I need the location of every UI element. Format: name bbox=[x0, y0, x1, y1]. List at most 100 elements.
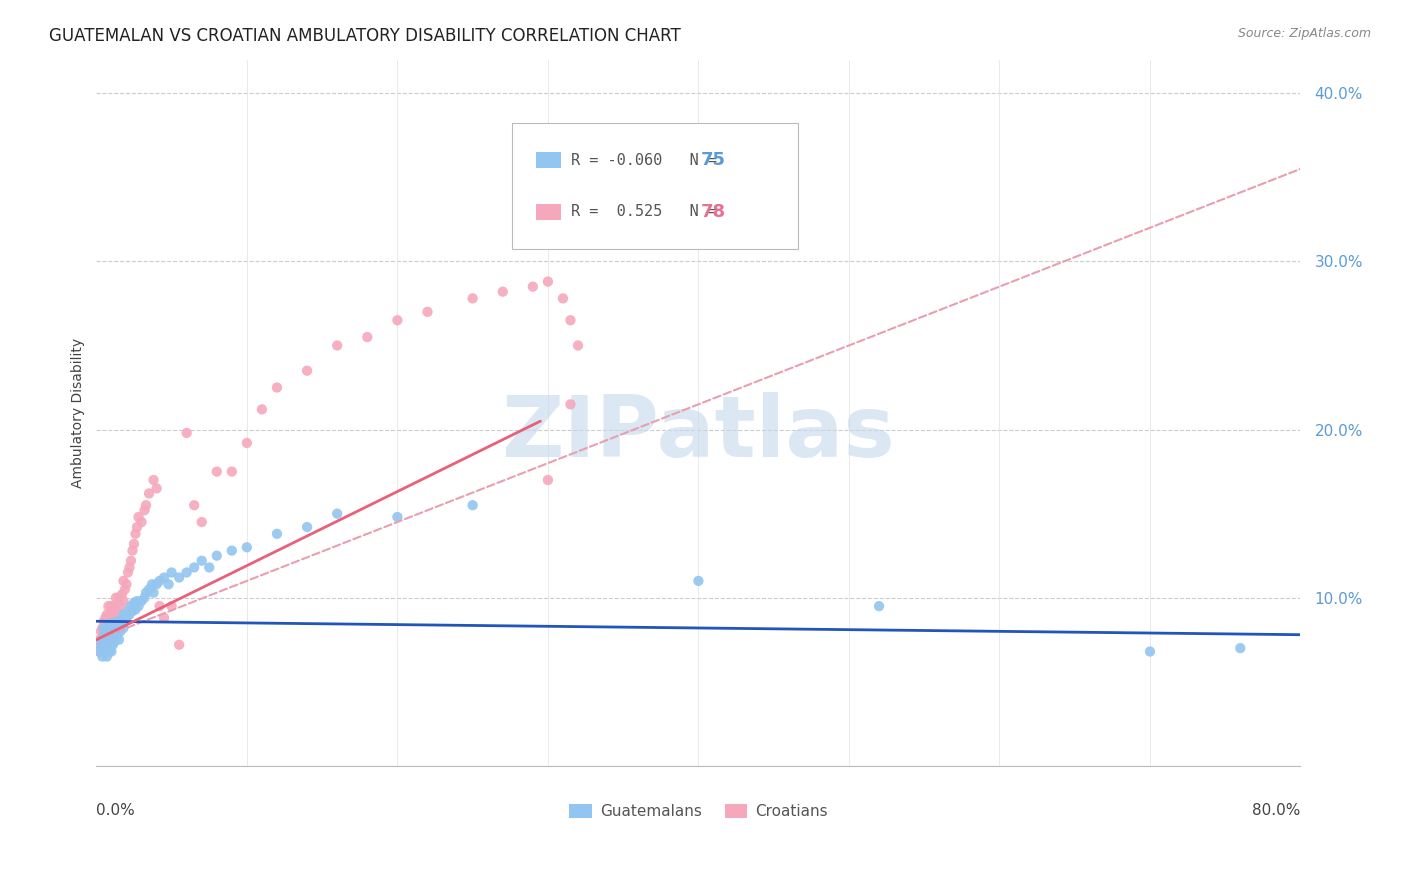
Point bbox=[93, 641, 115, 656]
Point bbox=[100, 599, 122, 614]
Point bbox=[108, 632, 131, 647]
Point bbox=[98, 607, 121, 622]
Point bbox=[101, 638, 124, 652]
Point bbox=[104, 607, 127, 622]
Point bbox=[97, 634, 120, 648]
Point bbox=[112, 594, 135, 608]
Point bbox=[108, 591, 131, 605]
Point bbox=[110, 624, 132, 639]
Point bbox=[121, 543, 143, 558]
Point bbox=[104, 619, 127, 633]
Point bbox=[93, 621, 115, 635]
Point bbox=[110, 599, 132, 614]
Point bbox=[89, 644, 111, 658]
Text: R =  0.525   N =: R = 0.525 N = bbox=[571, 204, 725, 219]
Point bbox=[145, 577, 167, 591]
Point bbox=[114, 582, 136, 597]
Point bbox=[93, 614, 115, 628]
Point bbox=[121, 604, 143, 618]
Point bbox=[103, 634, 125, 648]
Point bbox=[93, 641, 115, 656]
Point bbox=[176, 425, 198, 440]
Point bbox=[142, 585, 165, 599]
Text: Source: ZipAtlas.com: Source: ZipAtlas.com bbox=[1237, 27, 1371, 40]
Point bbox=[91, 632, 114, 647]
Point bbox=[560, 313, 582, 327]
Point bbox=[107, 604, 129, 618]
Point bbox=[537, 275, 560, 289]
Point bbox=[120, 599, 142, 614]
Legend: Guatemalans, Croatians: Guatemalans, Croatians bbox=[562, 798, 834, 825]
Point bbox=[97, 628, 120, 642]
Point bbox=[1229, 641, 1251, 656]
Text: 80.0%: 80.0% bbox=[1253, 803, 1301, 818]
Point bbox=[91, 632, 114, 647]
Point bbox=[94, 624, 117, 639]
Point bbox=[100, 615, 122, 630]
Point bbox=[295, 520, 318, 534]
Point bbox=[94, 611, 117, 625]
Point bbox=[176, 566, 198, 580]
Point bbox=[167, 638, 190, 652]
Point bbox=[100, 644, 122, 658]
Point bbox=[101, 624, 124, 639]
Point bbox=[104, 591, 127, 605]
Point bbox=[90, 624, 112, 639]
Point bbox=[141, 577, 163, 591]
Point bbox=[114, 613, 136, 627]
Point bbox=[134, 503, 156, 517]
Point bbox=[89, 644, 111, 658]
Point bbox=[98, 621, 121, 635]
Point bbox=[100, 636, 122, 650]
Point bbox=[90, 638, 112, 652]
Point bbox=[221, 465, 243, 479]
Point bbox=[96, 607, 118, 622]
Point bbox=[205, 465, 228, 479]
Point bbox=[120, 554, 142, 568]
Point bbox=[98, 641, 121, 656]
Point bbox=[167, 570, 190, 584]
Point bbox=[94, 644, 117, 658]
Point bbox=[96, 649, 118, 664]
Point bbox=[125, 520, 148, 534]
Point bbox=[122, 596, 145, 610]
Point bbox=[91, 649, 114, 664]
Point bbox=[97, 621, 120, 635]
Point bbox=[112, 607, 135, 622]
Point bbox=[134, 591, 156, 605]
Point bbox=[190, 515, 212, 529]
Point bbox=[96, 632, 118, 647]
Point bbox=[157, 577, 180, 591]
Point bbox=[94, 624, 117, 639]
Point bbox=[387, 313, 409, 327]
Point bbox=[112, 621, 135, 635]
Point bbox=[153, 611, 176, 625]
Point bbox=[153, 570, 176, 584]
Point bbox=[122, 537, 145, 551]
Y-axis label: Ambulatory Disability: Ambulatory Disability bbox=[72, 338, 86, 488]
Point bbox=[522, 279, 544, 293]
Point bbox=[103, 599, 125, 614]
Point bbox=[138, 486, 160, 500]
Point bbox=[100, 628, 122, 642]
Point bbox=[183, 498, 205, 512]
Point bbox=[115, 611, 138, 625]
Point bbox=[326, 338, 349, 352]
Text: 75: 75 bbox=[700, 152, 725, 169]
Point bbox=[124, 526, 146, 541]
Point bbox=[115, 577, 138, 591]
Point bbox=[326, 507, 349, 521]
Point bbox=[135, 585, 157, 599]
Point bbox=[551, 292, 574, 306]
Point bbox=[461, 498, 484, 512]
Point bbox=[236, 436, 259, 450]
Point bbox=[387, 510, 409, 524]
Point bbox=[131, 515, 153, 529]
Point bbox=[221, 543, 243, 558]
Point bbox=[118, 560, 141, 574]
Point bbox=[90, 638, 112, 652]
Point bbox=[128, 599, 150, 614]
Point bbox=[97, 599, 120, 614]
Point bbox=[125, 594, 148, 608]
Point bbox=[145, 482, 167, 496]
